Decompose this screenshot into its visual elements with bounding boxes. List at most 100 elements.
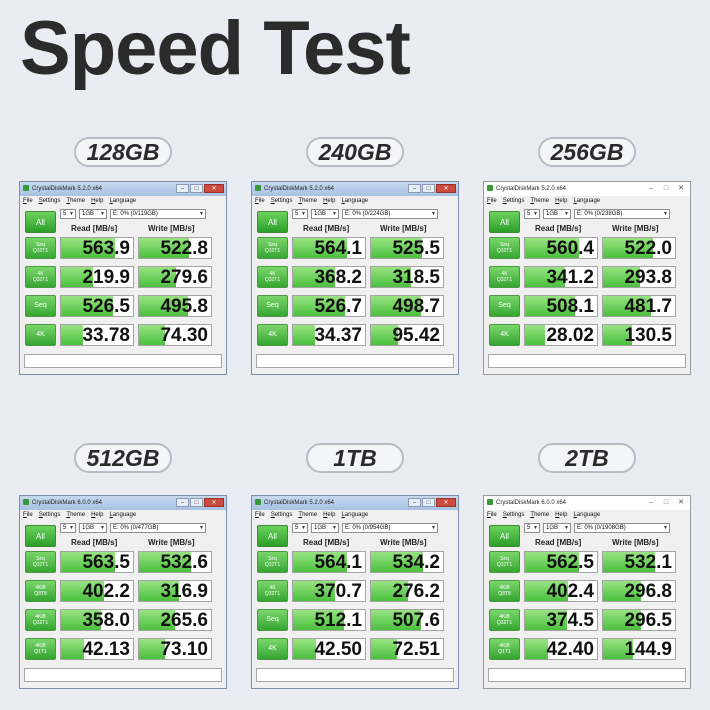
size-select[interactable]: 1GB ▼ bbox=[79, 523, 107, 533]
minimize-icon[interactable]: – bbox=[408, 498, 421, 507]
size-select[interactable]: 1GB ▼ bbox=[311, 209, 339, 219]
test-button-4[interactable]: 4K bbox=[25, 324, 56, 346]
menu-item-settings[interactable]: Settings bbox=[270, 512, 293, 518]
test-button-2[interactable]: 4K Q32T1 bbox=[489, 266, 520, 288]
menu-item-theme[interactable]: Theme bbox=[298, 512, 318, 518]
close-icon[interactable]: ✕ bbox=[436, 498, 456, 507]
size-select[interactable]: 1GB ▼ bbox=[79, 209, 107, 219]
test-button-2[interactable]: 4K Q32T1 bbox=[257, 266, 288, 288]
menu-item-theme[interactable]: Theme bbox=[66, 512, 86, 518]
size-select[interactable]: 1GB ▼ bbox=[543, 523, 571, 533]
maximize-icon[interactable]: □ bbox=[190, 184, 203, 193]
test-button-2[interactable]: 4KiB Q8T8 bbox=[489, 580, 520, 602]
menu-item-settings[interactable]: Settings bbox=[502, 512, 525, 518]
test-button-2[interactable]: 4K Q32T1 bbox=[257, 580, 288, 602]
all-button[interactable]: All bbox=[25, 211, 56, 233]
test-button-1[interactable]: Seq Q32T1 bbox=[25, 237, 56, 259]
test-button-3[interactable]: Seq bbox=[25, 295, 56, 317]
menu-item-help[interactable]: Help bbox=[323, 512, 336, 518]
menu-item-help[interactable]: Help bbox=[555, 512, 568, 518]
close-icon[interactable]: ✕ bbox=[678, 499, 684, 506]
close-icon[interactable]: ✕ bbox=[204, 498, 224, 507]
test-button-2[interactable]: 4K Q32T1 bbox=[25, 266, 56, 288]
close-icon[interactable]: ✕ bbox=[678, 185, 684, 192]
drive-select[interactable]: E: 0% (0/1908GB) ▼ bbox=[574, 523, 670, 533]
maximize-icon[interactable]: □ bbox=[663, 185, 669, 192]
close-icon[interactable]: ✕ bbox=[436, 184, 456, 193]
all-button[interactable]: All bbox=[489, 525, 520, 547]
drive-select[interactable]: E: 0% (0/954GB) ▼ bbox=[342, 523, 438, 533]
comment-field[interactable] bbox=[488, 668, 686, 682]
test-button-4[interactable]: 4K bbox=[257, 324, 288, 346]
drive-select[interactable]: E: 0% (0/477GB) ▼ bbox=[110, 523, 206, 533]
menu-item-theme[interactable]: Theme bbox=[530, 512, 550, 518]
menu-item-settings[interactable]: Settings bbox=[38, 512, 61, 518]
minimize-icon[interactable]: – bbox=[649, 185, 653, 192]
all-button[interactable]: All bbox=[25, 525, 56, 547]
drive-select[interactable]: E: 0% (0/238GB) ▼ bbox=[574, 209, 670, 219]
test-button-4[interactable]: 4K bbox=[489, 324, 520, 346]
menu-item-settings[interactable]: Settings bbox=[270, 198, 293, 204]
minimize-icon[interactable]: – bbox=[176, 498, 189, 507]
maximize-icon[interactable]: □ bbox=[663, 499, 669, 506]
menu-item-language[interactable]: Language bbox=[573, 512, 601, 518]
test-button-3[interactable]: Seq bbox=[489, 295, 520, 317]
menu-item-file[interactable]: File bbox=[23, 198, 33, 204]
comment-field[interactable] bbox=[256, 354, 454, 368]
menu-item-help[interactable]: Help bbox=[555, 198, 568, 204]
test-button-4[interactable]: 4KiB Q1T1 bbox=[25, 638, 56, 660]
drive-select[interactable]: E: 0% (0/224GB) ▼ bbox=[342, 209, 438, 219]
minimize-icon[interactable]: – bbox=[649, 499, 653, 506]
menu-item-theme[interactable]: Theme bbox=[530, 198, 550, 204]
count-select[interactable]: 5 ▼ bbox=[60, 523, 76, 533]
maximize-icon[interactable]: □ bbox=[422, 184, 435, 193]
test-button-3[interactable]: 4KiB Q32T1 bbox=[489, 609, 520, 631]
comment-field[interactable] bbox=[24, 668, 222, 682]
test-button-2[interactable]: 4KiB Q8T8 bbox=[25, 580, 56, 602]
maximize-icon[interactable]: □ bbox=[190, 498, 203, 507]
test-button-3[interactable]: 4KiB Q32T1 bbox=[25, 609, 56, 631]
comment-field[interactable] bbox=[24, 354, 222, 368]
size-select[interactable]: 1GB ▼ bbox=[311, 523, 339, 533]
test-button-1[interactable]: Seq Q32T1 bbox=[489, 237, 520, 259]
menu-item-help[interactable]: Help bbox=[91, 198, 104, 204]
all-button[interactable]: All bbox=[257, 525, 288, 547]
count-select[interactable]: 5 ▼ bbox=[60, 209, 76, 219]
menu-item-language[interactable]: Language bbox=[109, 512, 137, 518]
menu-item-file[interactable]: File bbox=[487, 512, 497, 518]
test-button-4[interactable]: 4KiB Q1T1 bbox=[489, 638, 520, 660]
comment-field[interactable] bbox=[256, 668, 454, 682]
menu-item-theme[interactable]: Theme bbox=[298, 198, 318, 204]
test-button-3[interactable]: Seq bbox=[257, 295, 288, 317]
comment-field[interactable] bbox=[488, 354, 686, 368]
test-button-1[interactable]: Seq Q32T1 bbox=[257, 551, 288, 573]
test-button-3[interactable]: Seq bbox=[257, 609, 288, 631]
menu-item-file[interactable]: File bbox=[255, 512, 265, 518]
minimize-icon[interactable]: – bbox=[176, 184, 189, 193]
count-select[interactable]: 5 ▼ bbox=[292, 523, 308, 533]
minimize-icon[interactable]: – bbox=[408, 184, 421, 193]
test-button-4[interactable]: 4K bbox=[257, 638, 288, 660]
menu-item-file[interactable]: File bbox=[255, 198, 265, 204]
menu-item-language[interactable]: Language bbox=[341, 512, 369, 518]
menu-item-help[interactable]: Help bbox=[91, 512, 104, 518]
size-select[interactable]: 1GB ▼ bbox=[543, 209, 571, 219]
menu-item-settings[interactable]: Settings bbox=[38, 198, 61, 204]
all-button[interactable]: All bbox=[489, 211, 520, 233]
count-select[interactable]: 5 ▼ bbox=[524, 209, 540, 219]
menu-item-help[interactable]: Help bbox=[323, 198, 336, 204]
count-select[interactable]: 5 ▼ bbox=[292, 209, 308, 219]
menu-item-language[interactable]: Language bbox=[109, 198, 137, 204]
menu-item-file[interactable]: File bbox=[487, 198, 497, 204]
test-button-1[interactable]: Seq Q32T1 bbox=[25, 551, 56, 573]
menu-item-theme[interactable]: Theme bbox=[66, 198, 86, 204]
menu-item-settings[interactable]: Settings bbox=[502, 198, 525, 204]
menu-item-file[interactable]: File bbox=[23, 512, 33, 518]
count-select[interactable]: 5 ▼ bbox=[524, 523, 540, 533]
all-button[interactable]: All bbox=[257, 211, 288, 233]
test-button-1[interactable]: Seq Q32T1 bbox=[489, 551, 520, 573]
test-button-1[interactable]: Seq Q32T1 bbox=[257, 237, 288, 259]
maximize-icon[interactable]: □ bbox=[422, 498, 435, 507]
drive-select[interactable]: E: 0% (0/119GB) ▼ bbox=[110, 209, 206, 219]
menu-item-language[interactable]: Language bbox=[573, 198, 601, 204]
